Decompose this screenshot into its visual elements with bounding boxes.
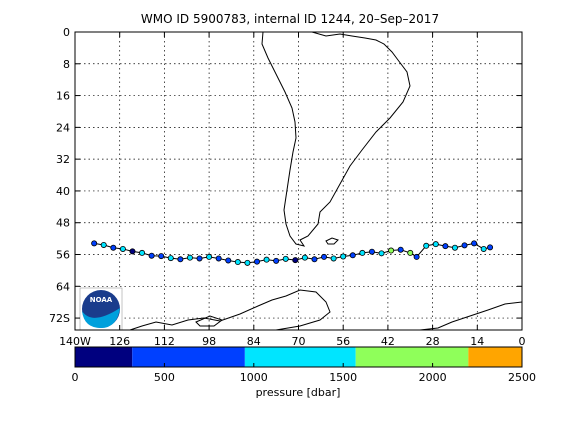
colorbar-band [355, 347, 469, 367]
profile-point [413, 253, 420, 260]
latitude-ticks: 0 8 16 24 32 40 48 56 64 72S [49, 26, 522, 325]
profile-point [177, 256, 184, 263]
profile-point [206, 253, 213, 260]
profile-point [139, 249, 146, 256]
profile-point [167, 255, 174, 262]
colorbar-ticks: 0 500 1000 1500 2000 2500 [72, 363, 536, 384]
lat-tick-label: 64 [56, 280, 70, 293]
longitude-ticks: 140W 126 112 98 84 70 56 42 28 14 0 [59, 32, 526, 348]
chart-title: WMO ID 5900783, internal ID 1244, 20–Sep… [141, 12, 439, 26]
profile-point [292, 257, 299, 264]
colorbar-band [132, 347, 245, 367]
profile-point [282, 255, 289, 262]
profile-point [273, 257, 280, 264]
lon-tick-label: 14 [470, 335, 484, 348]
colorbar-tick-label: 2500 [508, 371, 536, 384]
profile-point [148, 252, 155, 259]
profile-point [253, 258, 260, 265]
profile-point [432, 241, 439, 248]
profile-point [340, 253, 347, 260]
profile-point [330, 255, 337, 262]
colorbar-band [468, 347, 522, 367]
profile-point [263, 256, 270, 263]
lat-tick-label: 24 [56, 121, 70, 134]
profile-point [321, 253, 328, 260]
profile-point [186, 254, 193, 261]
colorbar-tick-label: 0 [72, 371, 79, 384]
profile-point [311, 256, 318, 263]
lat-tick-label: 32 [56, 153, 70, 166]
lon-tick-label: 98 [202, 335, 216, 348]
map-grid [75, 32, 522, 330]
colorbar-tick-label: 1500 [329, 371, 357, 384]
profile-point [215, 255, 222, 262]
profile-point [480, 245, 487, 252]
colorbar-band [75, 347, 133, 367]
colorbar-tick-label: 1000 [240, 371, 268, 384]
lat-tick-label: 0 [63, 26, 70, 39]
profile-point [451, 244, 458, 251]
profile-point [442, 243, 449, 250]
float-track [91, 240, 494, 266]
profile-point [158, 253, 165, 260]
profile-point [423, 242, 430, 249]
coastline-antarctic-peninsula [419, 301, 523, 331]
colorbar-tick-label: 500 [154, 371, 175, 384]
lon-tick-label: 112 [154, 335, 175, 348]
colorbar-band [244, 347, 356, 367]
lon-tick-label: 70 [292, 335, 306, 348]
profile-point [349, 252, 356, 259]
colorbar-frame [74, 346, 523, 368]
profile-point [368, 248, 375, 255]
lat-tick-label: 16 [56, 90, 70, 103]
lon-tick-label: 84 [247, 335, 261, 348]
profile-point [378, 250, 385, 257]
profile-point [487, 244, 494, 251]
logo-wave [82, 308, 120, 328]
lat-tick-label: 40 [56, 185, 70, 198]
lat-tick-label: 48 [56, 217, 70, 230]
coastline-south-america [261, 31, 411, 247]
lon-tick-label: 126 [109, 335, 130, 348]
lon-tick-label: 0 [519, 335, 526, 348]
noaa-logo: NOAA [79, 287, 123, 331]
coastline-ice-shelf [195, 315, 224, 327]
profile-point [301, 254, 308, 261]
profile-point [110, 244, 117, 251]
profile-point [397, 246, 404, 253]
coastline-falklands [325, 237, 339, 245]
profile-point [359, 249, 366, 256]
profile-point [234, 259, 241, 266]
colorbar-tick-label: 2000 [419, 371, 447, 384]
lat-tick-label: 8 [63, 58, 70, 71]
profile-point [129, 248, 136, 255]
lon-tick-label: 28 [426, 335, 440, 348]
lon-tick-label: 140W [59, 335, 91, 348]
coastline-antarctica-west [129, 289, 331, 331]
lon-tick-label: 56 [336, 335, 350, 348]
profile-point [196, 255, 203, 262]
profile-point [119, 245, 126, 252]
logo-text: NOAA [90, 296, 113, 304]
colorbar-label: pressure [dbar] [256, 386, 341, 399]
profile-point [461, 242, 468, 249]
coastline [129, 31, 523, 331]
profile-point [388, 247, 395, 254]
profile-point [471, 240, 478, 247]
profile-point [244, 259, 251, 266]
profile-point [100, 241, 107, 248]
colorbar [75, 347, 522, 367]
profile-point [407, 249, 414, 256]
lat-tick-label: 56 [56, 249, 70, 262]
profile-point [225, 257, 232, 264]
lon-tick-label: 42 [381, 335, 395, 348]
lat-tick-label: 72S [49, 312, 70, 325]
profile-point [91, 240, 98, 247]
